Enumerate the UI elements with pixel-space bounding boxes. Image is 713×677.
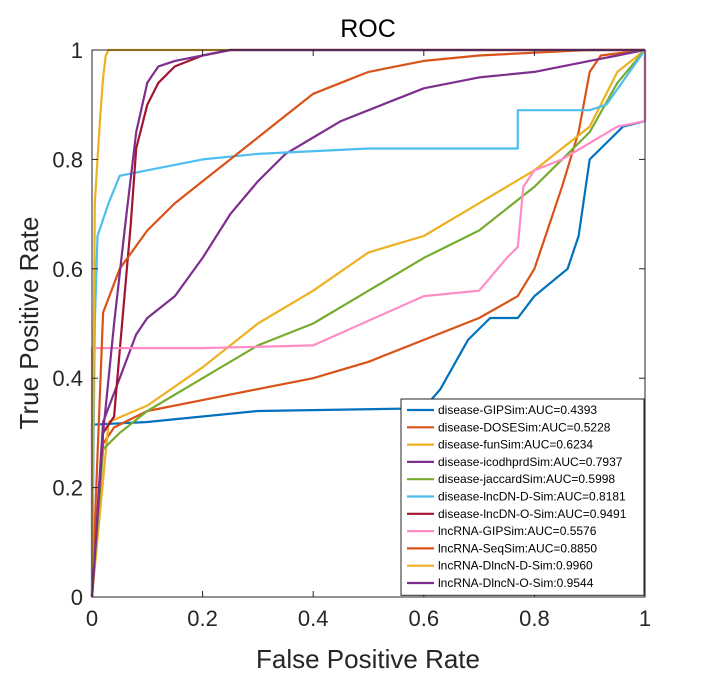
legend-label-11: lncRNA-DlncN-O-Sim:0.9544 — [438, 576, 594, 590]
legend-label-6: disease-lncDN-D-Sim:AUC=0.8181 — [438, 490, 626, 504]
chart-title: ROC — [340, 15, 396, 43]
legend-label-7: disease-lncDN-O-Sim:AUC=0.9491 — [438, 507, 627, 521]
series-line-6 — [90, 49, 646, 598]
y-axis-label: True Positive Rate — [14, 217, 44, 430]
y-tick-label-0: 0 — [71, 585, 83, 610]
legend-label-1: disease-GIPSim:AUC=0.4393 — [438, 403, 597, 417]
x-tick-label-3: 0.6 — [409, 606, 440, 631]
x-axis-label: False Positive Rate — [256, 644, 480, 674]
series-line-9 — [90, 48, 645, 598]
x-tick-label-0: 0 — [86, 606, 98, 631]
legend-label-2: disease-DOSESim:AUC=0.5228 — [438, 420, 611, 434]
x-tick-label-5: 1 — [639, 606, 651, 631]
x-tick-label-1: 0.2 — [187, 606, 218, 631]
legend-label-10: lncRNA-DlncN-D-Sim:0.9960 — [438, 559, 593, 573]
x-tick-label-4: 0.8 — [519, 606, 550, 631]
legend-label-4: disease-icodhprdSim:AUC=0.7937 — [438, 455, 623, 469]
series-line-4 — [90, 48, 646, 598]
series-line-1 — [90, 50, 647, 597]
y-tick-label-2: 0.4 — [52, 366, 83, 391]
x-tick-label-2: 0.4 — [298, 606, 329, 631]
y-tick-label-1: 0.2 — [52, 476, 83, 501]
series-line-8 — [90, 50, 647, 597]
legend-label-3: disease-funSim:AUC=0.6234 — [438, 438, 593, 452]
series-line-2 — [90, 48, 646, 598]
legend: disease-GIPSim:AUC=0.4393 disease-DOSESim… — [400, 398, 645, 596]
series-line-5 — [90, 49, 646, 598]
y-tick-label-4: 0.8 — [52, 147, 83, 172]
legend-label-9: lncRNA-SeqSim:AUC=0.8850 — [438, 541, 597, 555]
y-tick-label-3: 0.6 — [52, 257, 83, 282]
legend-box — [400, 398, 645, 596]
plot-frame — [91, 49, 646, 598]
series-line-3 — [90, 49, 646, 598]
ticks-layer: 0 0.2 0.4 0.6 0.8 1 0 0.2 0.4 0.6 0.8 1 — [52, 38, 651, 631]
legend-label-5: disease-jaccardSim:AUC=0.5998 — [438, 472, 615, 486]
legend-label-8: lncRNA-GIPSim:AUC=0.5576 — [438, 524, 597, 538]
y-tick-label-5: 1 — [71, 38, 83, 63]
